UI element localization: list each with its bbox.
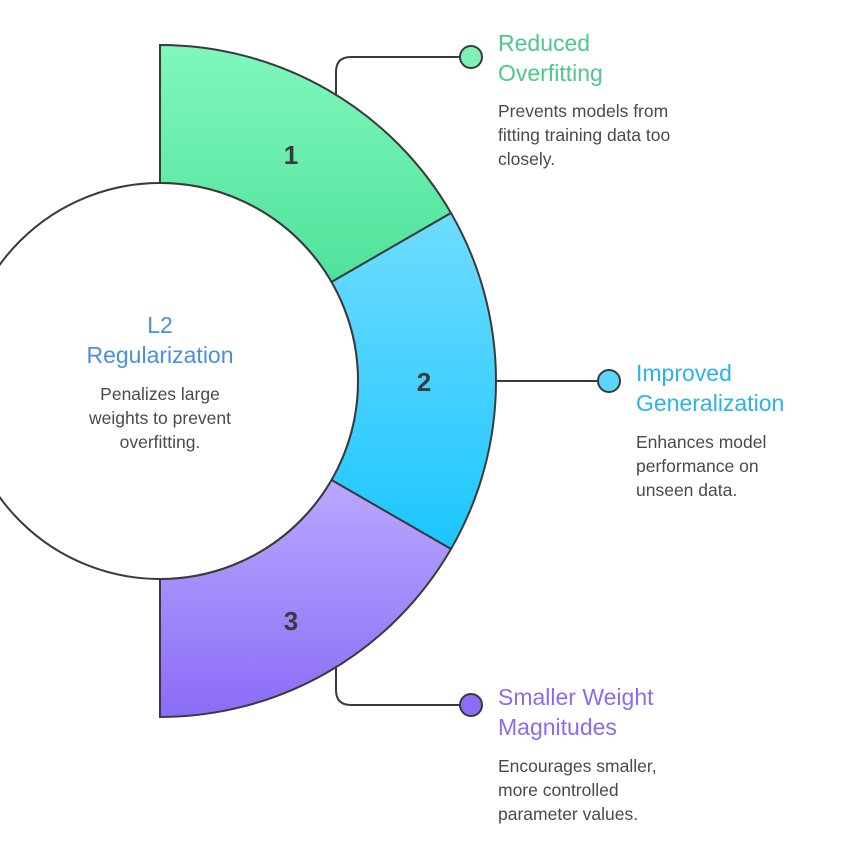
marker-1 [459,45,483,69]
marker-3 [459,693,483,717]
label-1-desc-line-2: fitting training data too [498,125,670,145]
label-2-desc-line-1: Enhances model [636,432,766,452]
segment-1-number: 1 [284,140,298,170]
label-2-title-line-2: Generalization [636,390,784,416]
label-3: Smaller Weight Magnitudes Encourages sma… [498,684,657,824]
center-text: L2 Regularization Penalizes large weight… [86,312,233,452]
marker-2 [597,369,621,393]
label-3-desc-line-1: Encourages smaller, [498,756,657,776]
label-2-title-line-1: Improved [636,360,732,386]
label-2-desc-line-3: unseen data. [636,480,737,500]
connector-1 [335,56,460,95]
label-3-desc-line-3: parameter values. [498,804,638,824]
label-3-title-line-2: Magnitudes [498,714,617,740]
label-3-title-line-1: Smaller Weight [498,684,654,710]
center-desc-line-3: overfitting. [120,432,201,452]
connector-3 [335,668,460,706]
center-title-line-1: L2 [147,312,173,338]
center-desc-line-2: weights to prevent [88,408,231,428]
segment-3-number: 3 [284,606,298,636]
label-1-desc-line-1: Prevents models from [498,101,668,121]
label-2-desc-line-2: performance on [636,456,759,476]
center-circle [0,182,359,580]
label-1-title-line-1: Reduced [498,30,590,56]
segment-2-number: 2 [417,367,431,397]
center-desc-line-1: Penalizes large [100,384,220,404]
label-1-desc-line-3: closely. [498,149,555,169]
label-1-title-line-2: Overfitting [498,60,603,86]
label-1: Reduced Overfitting Prevents models from… [498,30,670,169]
label-3-desc-line-2: more controlled [498,780,619,800]
center-title-line-2: Regularization [86,342,233,368]
label-2: Improved Generalization Enhances model p… [636,360,784,500]
